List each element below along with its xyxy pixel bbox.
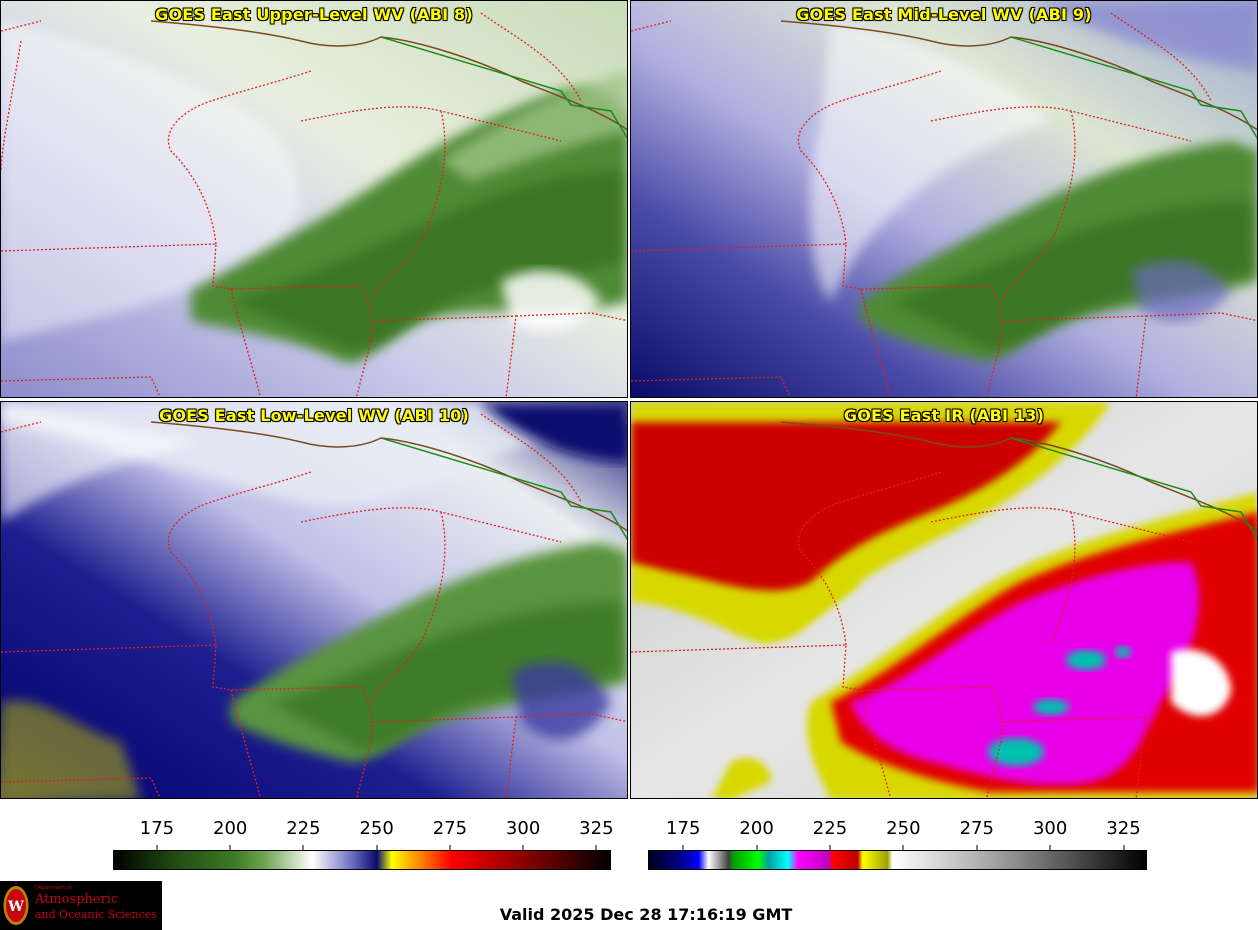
- ir-tick-label: 325: [1106, 818, 1141, 839]
- ir-tick-label: 250: [886, 818, 921, 839]
- ir-tick-mark: [902, 845, 904, 850]
- wv-tick-mark: [595, 845, 597, 850]
- low-level-wv-imagery: [1, 402, 627, 798]
- mid-level-wv-panel: GOES East Mid-Level WV (ABI 9): [630, 0, 1258, 398]
- ir-tick-label: 175: [666, 818, 701, 839]
- ir-tick-mark: [1049, 845, 1051, 850]
- aos-logo: W Department of Atmospheric and Oceanic …: [0, 881, 162, 930]
- panel-title: GOES East Low-Level WV (ABI 10): [158, 406, 469, 425]
- wv-tick-label: 250: [359, 818, 394, 839]
- ir-tick-mark: [682, 845, 684, 850]
- ir-colorbar-tick-labels: 175 200 225 250 275 300 325: [648, 818, 1147, 840]
- upper-level-wv-panel: GOES East Upper-Level WV (ABI 8): [0, 0, 628, 398]
- logo-dept-text: Department of: [35, 885, 72, 891]
- panel-title: GOES East Upper-Level WV (ABI 8): [155, 5, 473, 24]
- low-level-wv-panel: GOES East Low-Level WV (ABI 10): [0, 401, 628, 799]
- panel-title: GOES East IR (ABI 13): [843, 406, 1045, 425]
- ir-tick-mark: [1123, 845, 1125, 850]
- wv-colorbar-gradient: [113, 850, 611, 870]
- wv-tick-label: 175: [139, 818, 175, 839]
- wv-tick-label: 275: [432, 818, 468, 839]
- ir-imagery: [631, 402, 1257, 798]
- ir-tick-label: 300: [1032, 818, 1068, 839]
- wv-tick-label: 300: [505, 818, 541, 839]
- svg-text:W: W: [7, 899, 24, 915]
- logo-line-1: Atmospheric: [35, 892, 119, 907]
- wv-tick-mark: [449, 845, 451, 850]
- valid-time: Valid 2025 Dec 28 17:16:19 GMT: [499, 905, 793, 924]
- upper-level-wv-imagery: [1, 1, 627, 397]
- logo-line-2: and Oceanic Sciences: [35, 908, 157, 921]
- ir-tick-mark: [976, 845, 978, 850]
- ir-tick-mark: [829, 845, 831, 850]
- ir-tick-label: 275: [959, 818, 994, 839]
- wv-tick-mark: [156, 845, 158, 850]
- wv-tick-mark: [302, 845, 304, 850]
- wv-tick-label: 200: [212, 818, 248, 839]
- wv-tick-mark: [376, 845, 378, 850]
- wv-tick-label: 225: [286, 818, 321, 839]
- ir-colorbar-gradient: [648, 850, 1147, 870]
- wv-tick-mark: [522, 845, 524, 850]
- ir-tick-label: 225: [812, 818, 848, 839]
- wv-colorbar-tick-labels: 175 200 225 250 275 300 325: [113, 818, 614, 840]
- ir-panel: GOES East IR (ABI 13): [630, 401, 1258, 799]
- ir-tick-mark: [756, 845, 758, 850]
- wv-tick-label: 325: [579, 818, 614, 839]
- wv-tick-mark: [229, 845, 231, 850]
- ir-tick-label: 200: [739, 818, 774, 839]
- uw-crest-icon: W: [3, 886, 29, 925]
- wv-colorbar: 175 200 225 250 275 300 325: [113, 818, 614, 878]
- panel-title: GOES East Mid-Level WV (ABI 9): [796, 5, 1092, 24]
- mid-level-wv-imagery: [631, 1, 1257, 397]
- ir-colorbar: 175 200 225 250 275 300 325: [648, 818, 1147, 878]
